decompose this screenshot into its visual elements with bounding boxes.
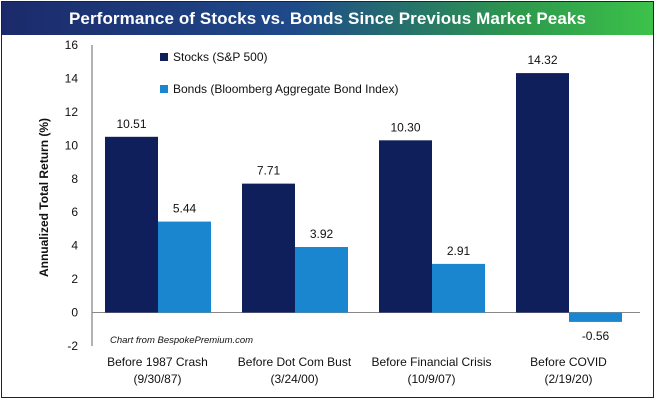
y-tick-label: 6 — [71, 205, 78, 219]
y-tick-label: 14 — [65, 71, 79, 85]
legend-entry: Stocks (S&P 500) — [173, 50, 268, 64]
category-label: (10/9/07) — [407, 372, 455, 386]
stocks-bar — [105, 136, 158, 313]
y-tick-label: 16 — [65, 38, 79, 52]
category-label: Before COVID — [530, 355, 607, 369]
legend-swatch — [160, 53, 168, 61]
y-tick-label: 0 — [71, 306, 78, 320]
data-label: -0.56 — [582, 329, 610, 343]
bonds-bar — [158, 221, 211, 313]
data-label: 5.44 — [173, 202, 197, 216]
y-tick-label: 4 — [71, 239, 78, 253]
stocks-bar — [379, 140, 432, 313]
category-label: (3/24/00) — [270, 372, 318, 386]
y-axis-title: Annualized Total Return (%) — [37, 118, 51, 277]
category-label: Before 1987 Crash — [107, 355, 208, 369]
data-label: 7.71 — [257, 164, 281, 178]
y-tick-label: 12 — [65, 105, 79, 119]
y-tick-label: -2 — [67, 339, 78, 353]
stocks-bar — [242, 183, 295, 313]
bonds-bar — [295, 247, 348, 313]
legend-entry: Bonds (Bloomberg Aggregate Bond Index) — [173, 82, 398, 96]
data-label: 10.30 — [390, 120, 420, 134]
source-annotation: Chart from BespokePremium.com — [110, 335, 253, 346]
data-label: 3.92 — [310, 227, 334, 241]
chart-title: Performance of Stocks vs. Bonds Since Pr… — [68, 8, 587, 28]
y-tick-label: 10 — [65, 138, 79, 152]
legend-swatch — [160, 85, 168, 93]
category-label: Before Dot Com Bust — [238, 355, 352, 369]
y-tick-label: 8 — [71, 172, 78, 186]
data-label: 14.32 — [527, 53, 557, 67]
category-label: (9/30/87) — [133, 372, 181, 386]
bonds-bar — [432, 263, 485, 313]
data-label: 2.91 — [447, 244, 471, 258]
bonds-bar — [569, 312, 622, 322]
y-tick-label: 2 — [71, 272, 78, 286]
category-label: (2/19/20) — [544, 372, 592, 386]
stocks-bar — [516, 73, 569, 313]
title-bar: Performance of Stocks vs. Bonds Since Pr… — [2, 2, 653, 35]
category-label: Before Financial Crisis — [371, 355, 491, 369]
data-label: 10.51 — [116, 117, 146, 131]
